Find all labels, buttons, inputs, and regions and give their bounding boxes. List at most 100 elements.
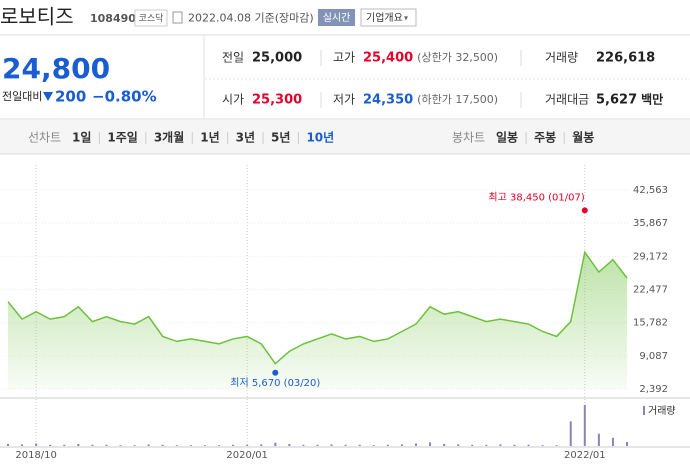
volume-bar — [246, 444, 249, 446]
volume-bar — [203, 445, 206, 446]
y-tick-label: 35,867 — [633, 218, 668, 229]
stat-label: 고가 — [333, 51, 355, 65]
stat-value: 5,627 — [596, 93, 637, 108]
volume-bar — [499, 444, 502, 446]
stat-value: 24,350 — [363, 93, 413, 108]
stat-label: 전일 — [222, 51, 244, 65]
volume-bar — [316, 444, 319, 446]
volume-bar — [457, 444, 460, 446]
change-percent: −0.80% — [92, 88, 157, 106]
legend-swatch — [643, 406, 645, 415]
volume-bar — [260, 444, 263, 446]
volume-bar — [386, 444, 389, 446]
volume-bar — [302, 444, 305, 446]
extreme-label: 최고 38,450 (01/07) — [488, 191, 584, 203]
period-tab[interactable]: 1년 — [200, 131, 219, 145]
y-tick-label: 9,087 — [639, 351, 668, 362]
stat-label: 거래대금 — [545, 93, 589, 107]
change-label: 전일대비 — [2, 89, 42, 103]
volume-legend: 거래량 — [648, 405, 676, 417]
volume-bar — [429, 442, 432, 446]
calendar-icon — [172, 11, 183, 24]
volume-bar — [91, 444, 94, 446]
market-label: 코스닥 — [139, 13, 164, 24]
base-date: 2022.04.08 기준(장마감) — [188, 12, 314, 25]
dropdown-arrow[interactable]: ▾ — [404, 14, 408, 23]
y-tick-label: 2,392 — [639, 384, 668, 395]
period-tab[interactable]: 10년 — [306, 131, 334, 145]
x-tick-label: 2020/01 — [226, 450, 268, 461]
realtime-badge[interactable] — [318, 9, 355, 26]
volume-bar — [147, 444, 150, 446]
volume-bar — [35, 443, 38, 446]
volume-bar — [133, 445, 136, 446]
volume-bar — [218, 445, 221, 446]
volume-bar — [63, 444, 66, 446]
period-tab[interactable]: 5년 — [271, 131, 290, 145]
realtime-label[interactable]: 실시간 — [323, 12, 351, 24]
stat-value: 25,400 — [363, 51, 413, 66]
tab-bar — [0, 120, 690, 154]
menu-dropdown[interactable] — [360, 8, 417, 27]
candle-tab[interactable]: 주봉 — [534, 131, 556, 145]
volume-bar — [274, 442, 277, 446]
x-tick-label: 2022/01 — [564, 450, 606, 461]
stock-code: 108490 — [90, 12, 136, 25]
volume-bar — [189, 445, 192, 446]
volume-bar — [611, 437, 614, 446]
volume-bar — [626, 441, 628, 446]
volume-bar — [161, 444, 164, 446]
volume-bar — [21, 444, 24, 446]
volume-bar — [105, 444, 108, 446]
volume-bar — [372, 445, 375, 446]
volume-bar — [541, 445, 544, 446]
stat-value: 25,000 — [252, 51, 302, 66]
stat-unit: 백만 — [641, 92, 663, 107]
volume-bar — [344, 444, 347, 446]
extreme-marker — [581, 207, 588, 214]
stat-label: 시가 — [222, 93, 244, 107]
period-tab[interactable]: 1일 — [72, 131, 91, 145]
stat-label: 거래량 — [545, 51, 578, 65]
volume-bar — [527, 444, 530, 446]
stock-name: 로보티즈 — [0, 5, 74, 29]
menu-label[interactable]: 기업개요 — [366, 11, 403, 24]
extreme-label: 최저 5,670 (03/20) — [230, 377, 320, 389]
period-tab[interactable]: 3년 — [236, 131, 255, 145]
volume-bar — [358, 444, 361, 446]
volume-bar — [232, 444, 235, 446]
candle-tab[interactable]: 일봉 — [496, 131, 518, 145]
volume-bar — [119, 445, 122, 446]
volume-bar — [555, 445, 558, 446]
price-line — [7, 250, 628, 365]
current-price: 24,800 — [2, 52, 110, 85]
volume-bar — [583, 405, 586, 446]
line-chart-label: 선차트 — [28, 131, 61, 145]
volume-bar — [485, 444, 488, 446]
volume-bar — [49, 444, 52, 446]
market-badge — [134, 9, 168, 27]
extreme-marker — [272, 369, 279, 376]
candle-tab[interactable]: 월봉 — [572, 130, 594, 145]
volume-bar — [471, 444, 474, 446]
volume-bar — [569, 421, 572, 446]
y-tick-label: 22,477 — [633, 285, 668, 296]
volume-bar — [330, 444, 333, 446]
x-tick-label: 2018/10 — [15, 450, 57, 461]
down-arrow — [43, 92, 53, 101]
y-tick-label: 15,782 — [633, 318, 668, 329]
change-amount: 200 — [55, 88, 86, 106]
stat-label: 저가 — [333, 93, 355, 107]
stat-note: (하한가 17,500) — [417, 92, 498, 106]
candle-chart-label: 봉차트 — [452, 131, 485, 145]
period-tab[interactable]: 3개월 — [154, 130, 184, 145]
volume-bar — [7, 443, 9, 446]
volume-bar — [175, 445, 178, 446]
volume-bar — [77, 443, 80, 446]
period-tab[interactable]: 1주일 — [107, 131, 137, 145]
volume-bar — [400, 444, 403, 446]
stat-note: (상한가 32,500) — [417, 51, 498, 64]
volume-bar — [513, 444, 516, 446]
y-tick-label: 29,172 — [633, 251, 668, 262]
